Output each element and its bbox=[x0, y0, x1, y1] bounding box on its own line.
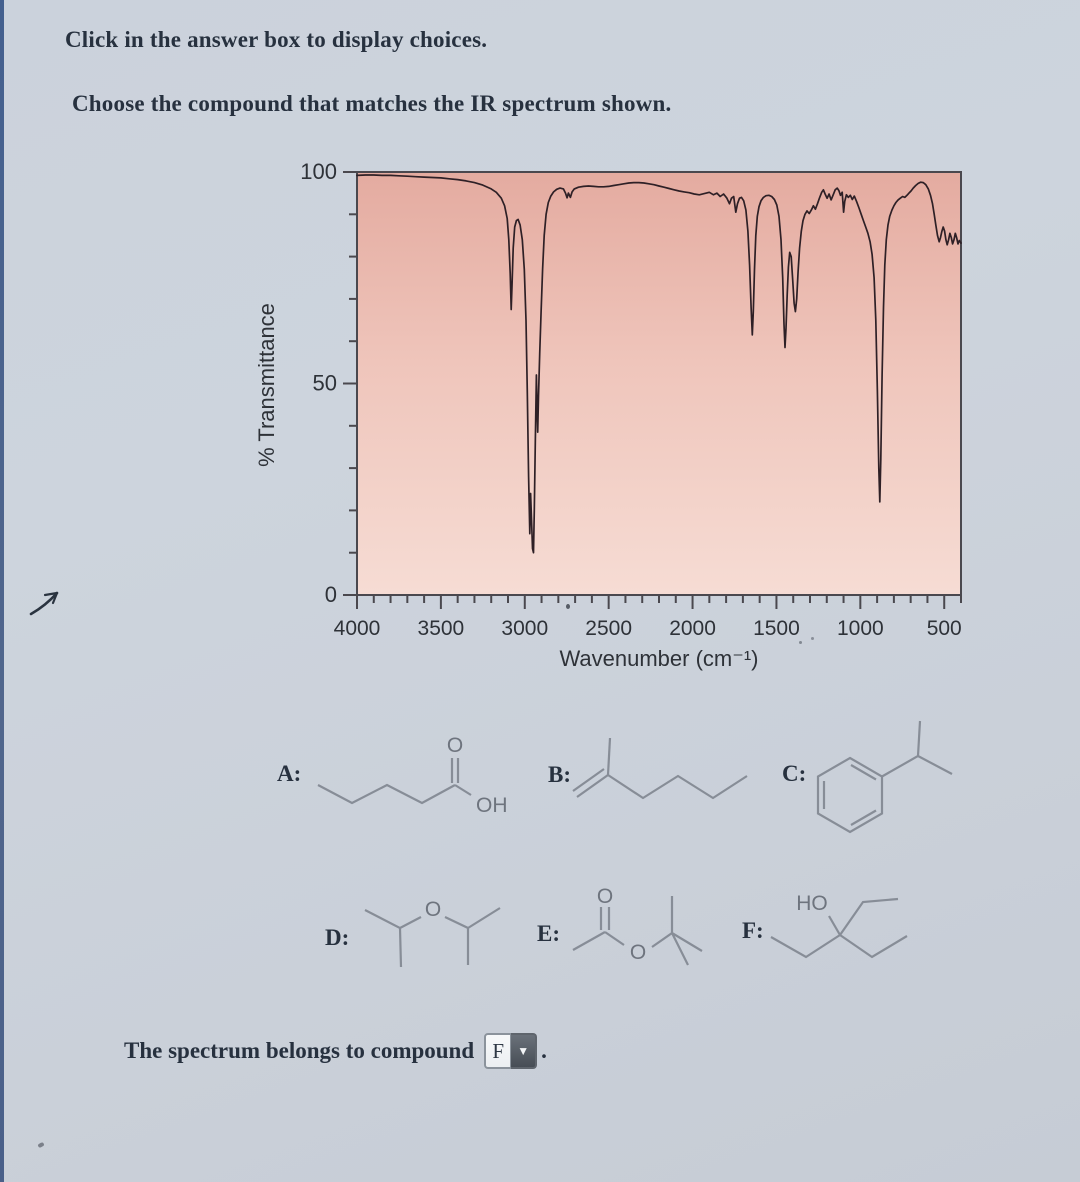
compound-a-skeleton bbox=[317, 783, 456, 805]
compound-a-carbonyl-o: O bbox=[447, 734, 463, 757]
compound-e-co-bond bbox=[604, 931, 625, 946]
svg-text:0: 0 bbox=[325, 582, 337, 607]
compound-a-hydroxyl: OH bbox=[476, 794, 508, 817]
answer-sentence: The spectrum belongs to compound bbox=[124, 1038, 475, 1063]
compound-d-right-isopropyl bbox=[444, 907, 501, 965]
compound-d-label: D: bbox=[325, 925, 349, 950]
compound-d-ether-o: O bbox=[425, 898, 441, 921]
x-axis-title: Wavenumber (cm⁻¹) bbox=[559, 646, 758, 671]
compound-e: E: O O bbox=[537, 885, 703, 966]
compound-b-methyl bbox=[606, 737, 612, 776]
compound-e-tert-butyl bbox=[651, 896, 703, 966]
compound-f-oh-bond bbox=[828, 915, 841, 936]
instruction-line-1: Click in the answer box to display choic… bbox=[65, 27, 488, 52]
compound-c: C: bbox=[782, 720, 953, 834]
y-axis-title: % Transmittance bbox=[254, 303, 279, 467]
compound-f-ethyl-1 bbox=[839, 897, 899, 936]
answer-row: The spectrum belongs to compound F ▼ . bbox=[124, 1032, 547, 1070]
svg-text:50: 50 bbox=[313, 371, 337, 396]
compound-a: A: O OH bbox=[277, 734, 508, 817]
compound-e-label: E: bbox=[537, 921, 560, 946]
compound-e-carbonyl-double-bond bbox=[599, 907, 611, 930]
compound-c-ring-double-bonds bbox=[822, 764, 877, 826]
compound-f-ethyl-3 bbox=[839, 934, 908, 959]
compound-f-hydroxyl: HO bbox=[796, 892, 828, 915]
instruction-line-2: Choose the compound that matches the IR … bbox=[72, 91, 672, 116]
compound-e-carbonyl-o: O bbox=[597, 885, 613, 908]
svg-text:3500: 3500 bbox=[418, 617, 465, 640]
compound-a-label: A: bbox=[277, 761, 301, 786]
compound-c-benzene-ring bbox=[816, 756, 884, 834]
compound-d-left-isopropyl bbox=[364, 909, 422, 968]
compound-f-label: F: bbox=[742, 918, 764, 943]
answer-dropdown[interactable]: F ▼ bbox=[484, 1033, 538, 1069]
spectrum-curve bbox=[356, 174, 962, 554]
svg-text:1000: 1000 bbox=[837, 617, 884, 640]
svg-text:3000: 3000 bbox=[501, 617, 548, 640]
answer-value-box[interactable]: F bbox=[484, 1033, 512, 1069]
dropdown-arrow-button[interactable]: ▼ bbox=[511, 1033, 538, 1069]
axis-ticks bbox=[343, 171, 962, 609]
compound-f: F: HO bbox=[742, 892, 908, 959]
compound-d: D: O bbox=[325, 898, 501, 968]
photo-speck bbox=[566, 604, 570, 609]
svg-text:500: 500 bbox=[927, 617, 962, 640]
compound-a-carbonyl-double-bond bbox=[450, 758, 460, 783]
answer-period: . bbox=[541, 1038, 547, 1063]
compound-c-isopropyl bbox=[881, 720, 953, 778]
svg-text:2000: 2000 bbox=[669, 617, 716, 640]
compound-c-label: C: bbox=[782, 761, 806, 786]
chevron-down-icon: ▼ bbox=[517, 1044, 530, 1058]
svg-text:2500: 2500 bbox=[585, 617, 632, 640]
compound-f-ethyl-2 bbox=[770, 934, 841, 959]
photo-speck bbox=[811, 637, 814, 640]
svg-text:4000: 4000 bbox=[334, 617, 381, 640]
compound-e-ester-o: O bbox=[630, 941, 646, 964]
photo-speck bbox=[799, 641, 802, 644]
compound-e-methyl bbox=[572, 931, 606, 951]
compound-b: B: bbox=[548, 737, 748, 800]
compound-a-oh-bond bbox=[454, 784, 472, 796]
compound-choices: A: O OH B: C: D: O E: bbox=[277, 720, 953, 968]
cursor-arrow bbox=[29, 591, 59, 616]
compound-b-label: B: bbox=[548, 762, 571, 787]
plot-area bbox=[356, 171, 962, 596]
compound-b-double-bond bbox=[572, 768, 609, 798]
photo-speck bbox=[37, 1141, 45, 1149]
svg-text:1500: 1500 bbox=[753, 617, 800, 640]
compound-b-chain bbox=[607, 774, 748, 800]
svg-text:100: 100 bbox=[300, 159, 337, 184]
photo-edge-strip bbox=[0, 0, 4, 1182]
